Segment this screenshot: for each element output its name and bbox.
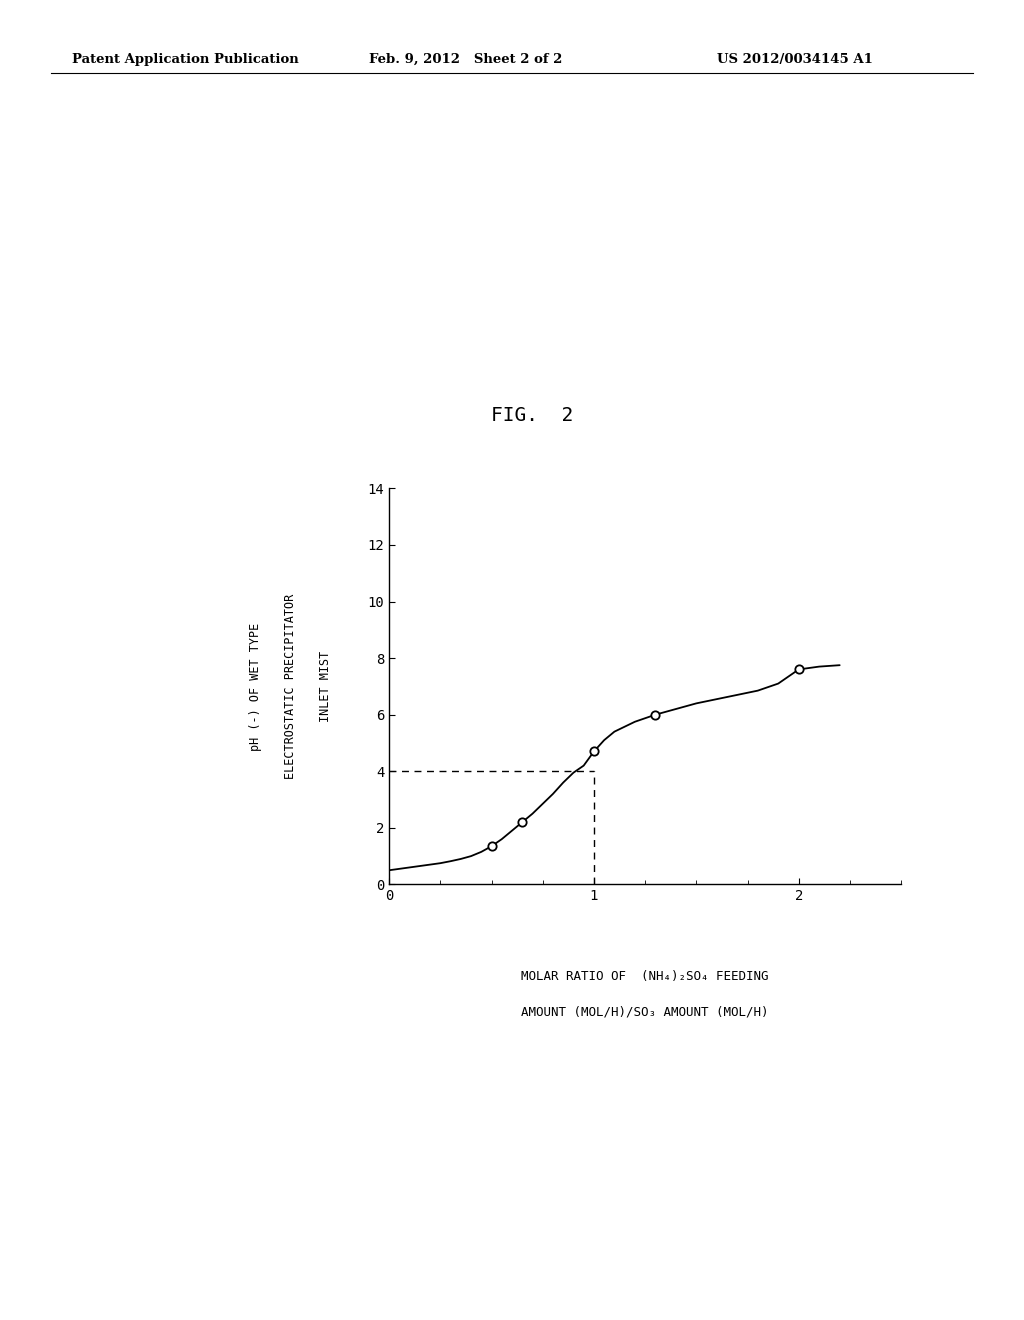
Text: ELECTROSTATIC PRECIPITATOR: ELECTROSTATIC PRECIPITATOR: [285, 594, 297, 779]
Text: US 2012/0034145 A1: US 2012/0034145 A1: [717, 53, 872, 66]
Text: FIG.  2: FIG. 2: [492, 407, 573, 425]
Text: AMOUNT (MOL/H)/SO₃ AMOUNT (MOL/H): AMOUNT (MOL/H)/SO₃ AMOUNT (MOL/H): [521, 1006, 769, 1019]
Text: Feb. 9, 2012   Sheet 2 of 2: Feb. 9, 2012 Sheet 2 of 2: [369, 53, 562, 66]
Text: INLET MIST: INLET MIST: [319, 651, 332, 722]
Text: pH (-) OF WET TYPE: pH (-) OF WET TYPE: [250, 622, 262, 751]
Text: MOLAR RATIO OF  (NH₄)₂SO₄ FEEDING: MOLAR RATIO OF (NH₄)₂SO₄ FEEDING: [521, 970, 769, 983]
Text: Patent Application Publication: Patent Application Publication: [72, 53, 298, 66]
